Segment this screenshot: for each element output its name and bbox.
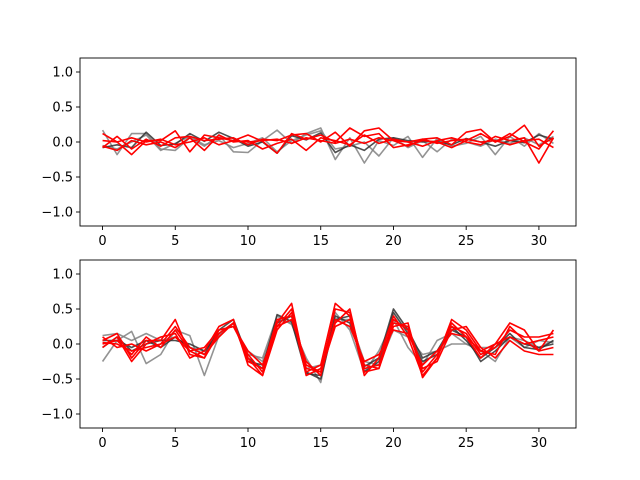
top-x-tick-label-1: 5 [171, 234, 179, 249]
bottom-y-tick-label-4: 1.0 [52, 268, 73, 283]
bottom-x-tick-label-6: 30 [531, 436, 548, 451]
top-series-line-5 [102, 134, 555, 164]
axes-top: 0 5 10 15 20 25 30 −1.0 −0.5 0.0 0.5 1.0 [41, 57, 577, 249]
bottom-series-line-4 [102, 302, 555, 377]
top-x-tick-label-4: 20 [385, 234, 402, 249]
bottom-x-tick-label-5: 25 [458, 436, 475, 451]
bottom-x-tick-label-4: 20 [385, 436, 402, 451]
top-x-tick-label-6: 30 [531, 234, 548, 249]
top-y-tick-label-1: −0.5 [41, 171, 73, 186]
bottom-y-tick-label-1: −0.5 [41, 373, 73, 388]
top-series-line-4 [102, 127, 555, 150]
top-y-tick-label-0: −1.0 [41, 206, 73, 221]
bottom-x-tick-label-3: 15 [312, 436, 329, 451]
top-y-tick-label-2: 0.0 [52, 136, 73, 151]
axes-bottom: 0 5 10 15 20 25 30 −1.0 −0.5 0.0 0.5 1.0 [41, 259, 577, 451]
bottom-x-tick-label-2: 10 [240, 436, 257, 451]
bottom-x-tick-label-1: 5 [171, 436, 179, 451]
top-x-tick-label-5: 25 [458, 234, 475, 249]
bottom-series-line-8 [102, 318, 554, 377]
bottom-y-tick-label-0: −1.0 [41, 408, 73, 423]
top-x-tick-label-3: 15 [312, 234, 329, 249]
bottom-y-tick-label-2: 0.0 [52, 338, 73, 353]
bottom-x-tick-label-0: 0 [98, 436, 106, 451]
top-series-line-6 [102, 137, 554, 149]
top-x-tick-label-2: 10 [240, 234, 257, 249]
top-series-group [101, 124, 555, 164]
top-y-tick-label-4: 1.0 [52, 66, 73, 81]
top-x-tick-label-0: 0 [98, 234, 106, 249]
bottom-y-tick-label-3: 0.5 [52, 303, 73, 318]
top-y-tick-label-3: 0.5 [52, 101, 73, 116]
bottom-series-group [101, 302, 555, 384]
bottom-series-line-5 [102, 308, 554, 373]
